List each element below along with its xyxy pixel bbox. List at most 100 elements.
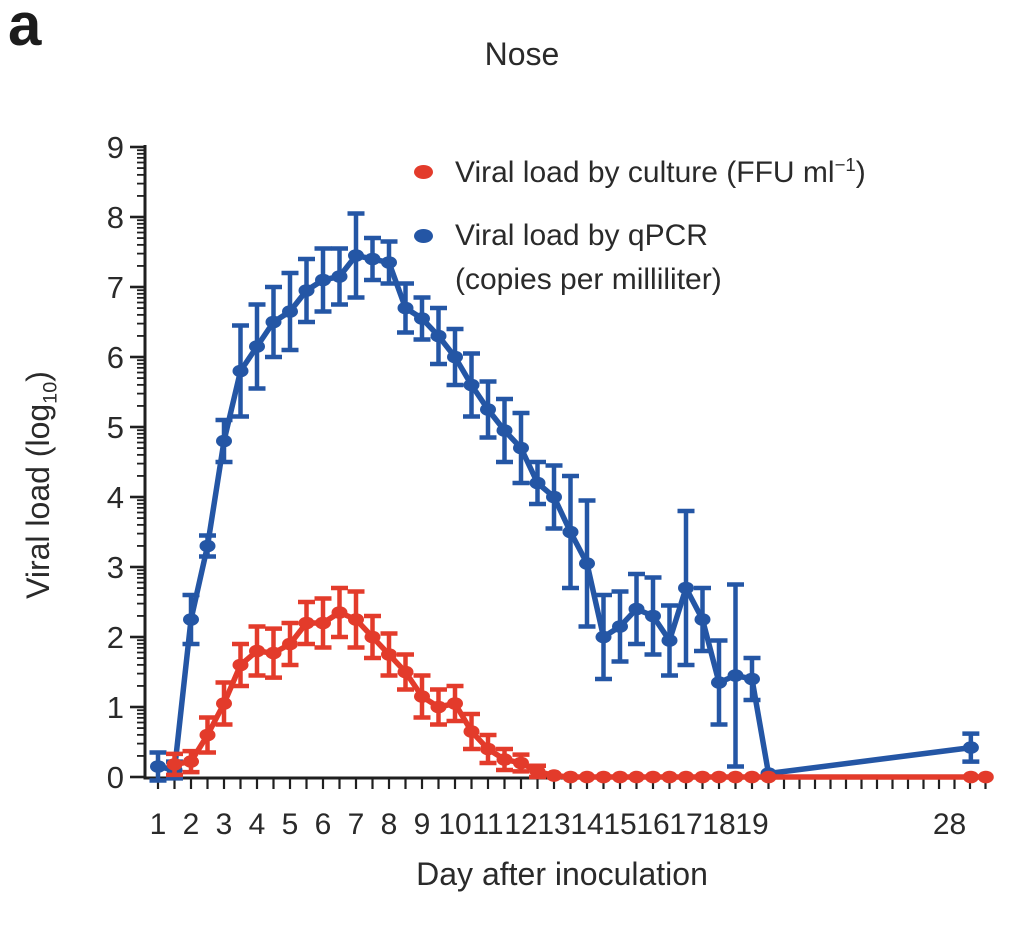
culture-series-marker — [265, 646, 282, 660]
culture-series-marker — [579, 770, 595, 784]
culture-series-marker — [727, 770, 744, 784]
qpcr-series-marker — [447, 350, 463, 364]
culture-series-marker — [612, 770, 628, 784]
culture-series-marker — [529, 765, 546, 778]
culture-series-marker — [397, 665, 414, 679]
culture-series-marker — [546, 769, 562, 782]
y-tick-label: 0 — [107, 760, 124, 795]
qpcr-series-marker — [232, 364, 249, 378]
qpcr-series-marker — [727, 669, 744, 682]
qpcr-series-marker — [282, 305, 298, 318]
legend-item-qpcr: Viral load by qPCR — [414, 214, 866, 258]
qpcr-series-marker — [678, 581, 694, 595]
y-tick-label: 6 — [107, 340, 124, 375]
x-tick-label: 12 — [504, 808, 537, 841]
culture-series-marker — [645, 770, 661, 784]
qpcr-series-marker — [645, 609, 661, 623]
culture-series-swatch — [414, 165, 433, 179]
y-tick-label: 1 — [107, 690, 124, 725]
culture-series-marker — [232, 658, 249, 672]
y-tick-label: 7 — [107, 270, 124, 305]
x-tick-label: 18 — [702, 808, 735, 841]
culture-series-marker — [348, 613, 364, 626]
culture-series-marker — [183, 755, 199, 768]
legend: Viral load by culture (FFU ml−1) Viral l… — [414, 150, 866, 300]
panel-letter: a — [8, 0, 42, 58]
x-tick-label: 6 — [315, 808, 332, 841]
qpcr-series-marker — [265, 315, 282, 329]
culture-series-marker — [661, 770, 678, 784]
culture-series-marker — [364, 630, 381, 644]
culture-series-marker — [760, 770, 777, 784]
x-tick-label: 16 — [636, 808, 669, 841]
qpcr-series-marker — [150, 760, 166, 773]
legend-label-culture-superscript: −1 — [834, 154, 856, 175]
qpcr-series-line — [157, 252, 972, 777]
qpcr-series-marker — [612, 620, 628, 633]
qpcr-series-marker — [216, 434, 232, 448]
legend-item-qpcr-units: (copies per milliliter) — [455, 260, 866, 300]
culture-series-marker — [331, 606, 348, 619]
qpcr-series-marker — [962, 741, 979, 754]
culture-series-marker — [711, 770, 727, 784]
culture-series-marker — [628, 770, 645, 784]
qpcr-series-marker — [496, 424, 513, 437]
x-tick-label: 19 — [735, 808, 768, 841]
qpcr-series-marker — [562, 525, 579, 539]
y-tick-label: 4 — [107, 480, 124, 515]
legend-label-culture: Viral load by culture (FFU ml−1) — [455, 154, 866, 190]
qpcr-series-marker — [331, 270, 348, 283]
x-tick-label: 1 — [150, 808, 167, 841]
qpcr-series-marker — [348, 249, 364, 262]
x-tick-label: 10 — [438, 808, 471, 841]
culture-series-marker — [977, 770, 994, 784]
qpcr-series-marker — [364, 252, 381, 266]
qpcr-series-marker — [315, 273, 331, 287]
qpcr-series-swatch — [414, 229, 433, 243]
culture-series-marker — [381, 648, 397, 661]
legend-item-culture: Viral load by culture (FFU ml−1) — [414, 150, 866, 194]
culture-series-marker — [447, 697, 463, 710]
legend-label-culture-text: Viral load by culture (FFU ml — [455, 156, 835, 189]
qpcr-series-marker — [381, 256, 397, 269]
culture-series-marker — [166, 758, 183, 771]
chart-title: Nose — [484, 36, 560, 72]
culture-series-marker — [282, 637, 298, 651]
x-tick-label: 14 — [570, 808, 603, 841]
legend-label-culture-close: ) — [855, 156, 866, 189]
x-axis-label: Day after inoculation — [416, 856, 708, 892]
y-tick-label: 5 — [107, 410, 124, 445]
x-tick-label: 17 — [669, 808, 702, 841]
culture-series-marker — [249, 644, 265, 658]
qpcr-series-marker — [579, 557, 595, 570]
qpcr-series-marker — [414, 312, 430, 325]
y-axis-label-close: ) — [20, 371, 56, 382]
x-tick-label: 4 — [249, 808, 266, 841]
qpcr-series-marker — [595, 630, 612, 644]
legend-label-qpcr-line2: (copies per milliliter) — [455, 263, 722, 296]
x-tick-label: 11 — [472, 808, 503, 841]
legend-label-qpcr-line1: Viral load by qPCR — [455, 219, 708, 252]
x-tick-label: 5 — [282, 808, 299, 841]
y-tick-label: 9 — [107, 130, 124, 165]
qpcr-series-marker — [397, 301, 414, 315]
qpcr-series-marker — [529, 476, 546, 490]
x-tick-label: 3 — [216, 808, 233, 841]
qpcr-series-marker — [463, 378, 480, 392]
culture-series-marker — [744, 770, 760, 784]
qpcr-series-marker — [711, 676, 727, 689]
culture-series-marker — [480, 742, 496, 756]
culture-series-marker — [216, 697, 232, 710]
culture-series-marker — [562, 770, 579, 784]
y-tick-label: 3 — [107, 550, 124, 585]
qpcr-series-marker — [298, 284, 315, 297]
y-axis-label-text: Viral load (log — [20, 403, 56, 599]
culture-series — [166, 585, 994, 784]
culture-series-marker — [513, 756, 529, 770]
qpcr-series-marker — [628, 602, 645, 616]
qpcr-series-marker — [546, 490, 562, 504]
culture-series-marker — [962, 770, 979, 784]
culture-series-marker — [414, 690, 430, 703]
